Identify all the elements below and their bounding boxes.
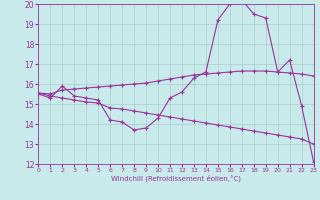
X-axis label: Windchill (Refroidissement éolien,°C): Windchill (Refroidissement éolien,°C) [111, 175, 241, 182]
